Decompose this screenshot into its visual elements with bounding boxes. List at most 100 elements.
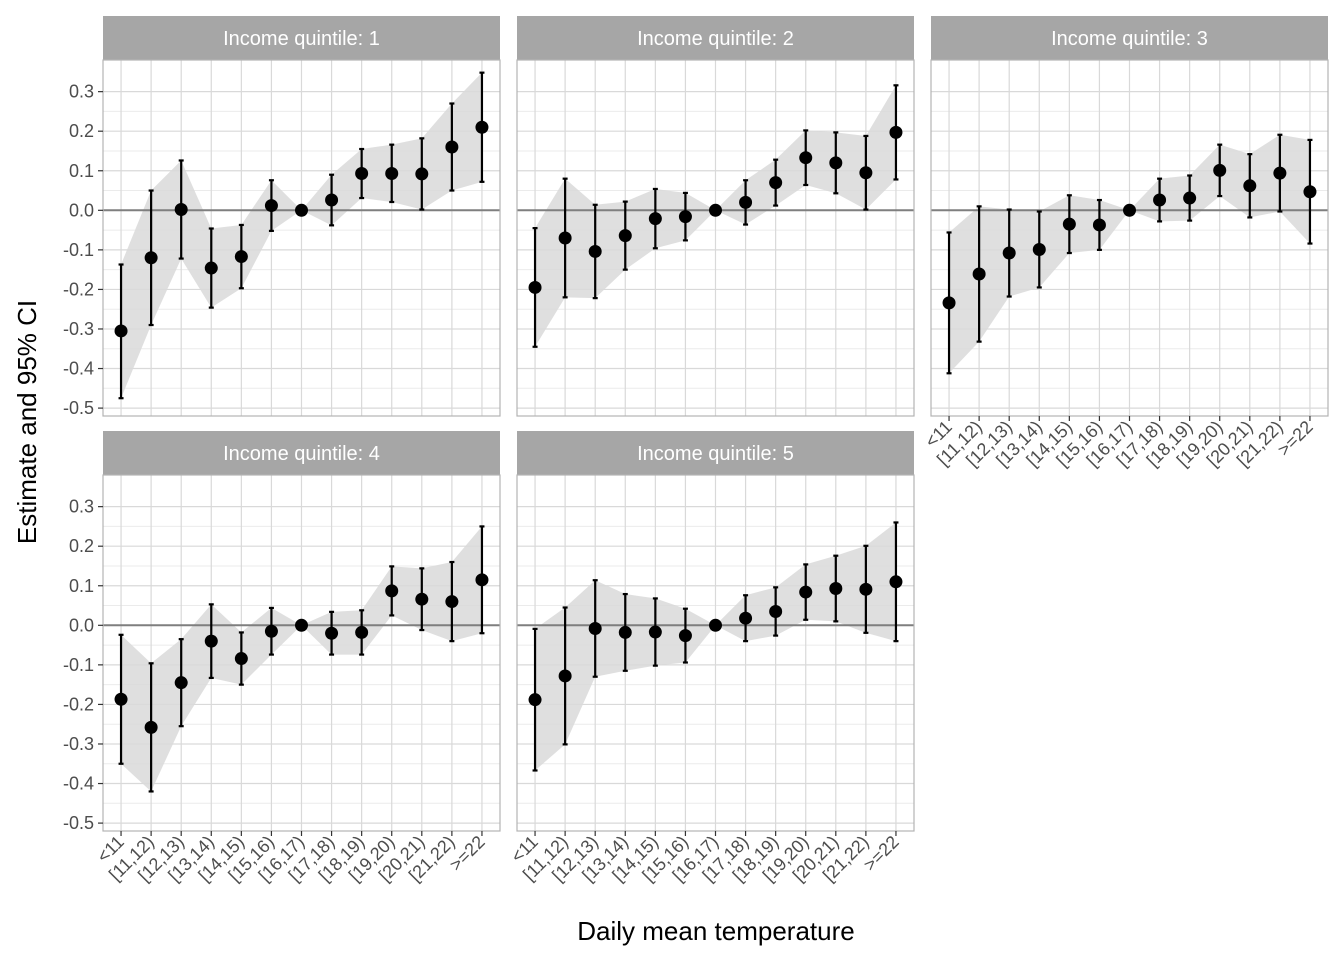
panel-title: Income quintile: 3 [1051,28,1208,50]
estimate-point [739,611,753,625]
y-tick-label: 0.0 [69,615,94,635]
estimate-point [445,140,459,154]
y-tick-label: -0.4 [63,359,94,379]
estimate-point [528,693,542,707]
estimate-point [1092,218,1106,232]
estimate-point [528,280,542,294]
estimate-point [295,203,308,217]
y-tick-label: -0.3 [63,734,94,754]
x-axis-title: Daily mean temperature [577,916,854,946]
estimate-point [618,229,632,243]
y-tick-label: 0.2 [69,536,94,556]
estimate-point [325,626,339,640]
estimate-point [234,250,248,264]
y-tick-label: -0.5 [63,813,94,833]
y-tick-label: 0.3 [69,497,94,517]
estimate-point [174,203,188,217]
panel-quintile-5: Income quintile: 5<11[11,12)[12,13)[13,1… [507,431,915,885]
panel-title: Income quintile: 5 [637,443,794,465]
panel-quintile-3: Income quintile: 3<11[11,12)[12,13)[13,1… [921,16,1329,470]
estimate-point [799,585,813,599]
y-tick-label: -0.4 [63,774,94,794]
y-tick-label: -0.2 [63,279,94,299]
estimate-point [1123,203,1136,217]
estimate-point [174,676,188,690]
y-axis-title: Estimate and 95% CI [12,300,42,544]
panel-quintile-2: Income quintile: 2 [516,16,915,417]
estimate-point [648,212,662,226]
y-tick-label: -0.1 [63,655,94,675]
x-tick-label: >=22 [446,832,489,875]
y-tick-label: 0.3 [69,82,94,102]
estimate-point [295,618,308,632]
estimate-point [942,296,956,310]
estimate-point [144,720,158,734]
panel-border [516,59,915,417]
y-tick-label: 0.1 [69,576,94,596]
panel-strip [931,16,1328,60]
estimate-point [889,575,903,589]
estimate-point [1273,166,1287,180]
estimate-point [709,203,722,217]
estimate-point [475,120,489,134]
estimate-point [558,231,572,245]
estimate-point [144,251,158,265]
y-tick-label: 0.1 [69,161,94,181]
estimate-point [769,604,783,618]
y-tick-label: -0.1 [63,240,94,260]
estimate-point [1183,191,1197,205]
panel-title: Income quintile: 2 [637,28,794,50]
estimate-point [678,210,692,224]
estimate-point [859,166,873,180]
estimate-point [114,324,128,338]
x-tick-label: >=22 [1274,417,1317,460]
estimate-point [475,573,489,587]
estimate-point [264,199,278,213]
estimate-point [829,582,843,596]
panel-title: Income quintile: 4 [223,443,380,465]
panel-strip [517,16,914,60]
panel-quintile-1: Income quintile: 1 0.3 0.2 0.1 0.0 -0.1 -0.2 -0… [63,16,501,418]
estimate-point [1243,179,1257,193]
panel-strip [103,431,500,475]
estimate-point [648,625,662,639]
estimate-point [739,195,753,209]
x-tick-label: >=22 [860,832,903,875]
estimate-point [799,151,813,165]
estimate-point [1153,193,1167,207]
estimate-point [234,652,248,666]
estimate-point [415,167,429,181]
y-tick-label: -0.3 [63,319,94,339]
estimate-point [325,193,339,207]
estimate-point [972,267,986,281]
y-tick-label: 0.0 [69,200,94,220]
estimate-point [385,584,399,598]
estimate-point [709,618,722,632]
estimate-point [1213,163,1227,177]
estimate-point [1303,185,1317,199]
estimate-point [204,634,218,648]
panel-quintile-4: Income quintile: 4 0.3 0.2 0.1 0.0 -0.1 -0.2 -0… [63,431,501,885]
estimate-point [588,621,602,635]
panel-strip [103,16,500,60]
estimate-point [829,156,843,170]
estimate-point [678,629,692,643]
estimate-point [769,176,783,190]
estimate-point [558,669,572,683]
estimate-point [385,167,399,181]
estimate-point [204,261,218,275]
y-tick-label: -0.2 [63,694,94,714]
panel-border [102,59,501,417]
estimate-point [588,244,602,258]
estimate-point [445,595,459,609]
estimate-point [114,692,128,706]
estimate-point [1062,217,1076,231]
estimate-point [264,624,278,638]
y-tick-label: 0.2 [69,121,94,141]
estimate-point [415,592,429,606]
estimate-point [889,125,903,139]
estimate-point [618,625,632,639]
panel-title: Income quintile: 1 [223,28,380,50]
estimate-point [859,582,873,596]
